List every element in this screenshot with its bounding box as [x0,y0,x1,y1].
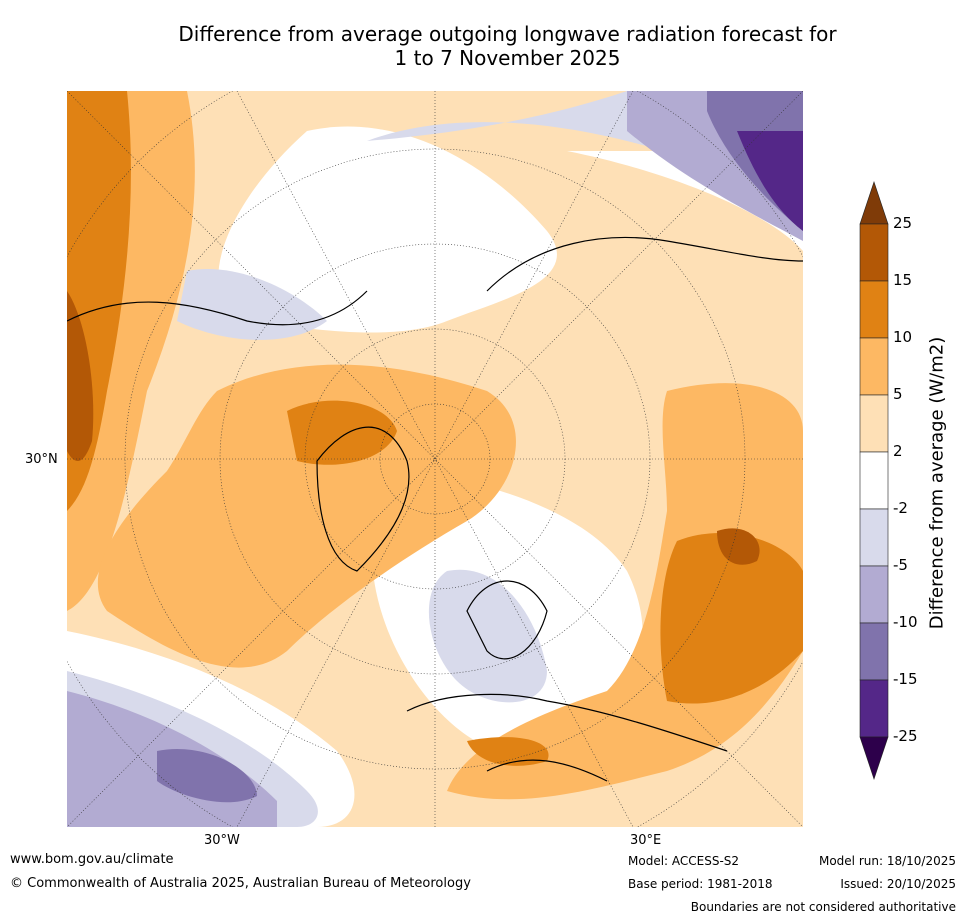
website-link[interactable]: www.bom.gov.au/climate [10,852,174,867]
colorbar-tick-label: -15 [893,670,918,688]
colorbar-level [859,508,889,567]
olr-anomaly-map [67,91,803,827]
positive-anomaly-area [660,532,803,704]
negative-anomaly-area [428,569,547,703]
model-run: Model run: 18/10/2025 [818,854,956,868]
colorbar-tick-label: -10 [893,613,918,631]
colorbar-level [859,394,889,453]
colorbar-level [859,565,889,624]
neutral-area [218,126,557,333]
model-name: Model: ACCESS-S2 [628,854,740,868]
colorbar-tick-label: 5 [893,385,903,403]
colorbar-level [859,622,889,681]
coastlines [67,236,803,782]
negative-anomaly-area [177,269,327,340]
colorbar-title: Difference from average (W/m2) [926,336,948,630]
positive-anomaly-area [97,364,516,668]
positive-anomaly-area [287,400,397,465]
colorbar-level [859,280,889,339]
chart-title: Difference from average outgoing longwav… [0,22,965,70]
colorbar-level [859,451,889,510]
colorbar-level [859,223,889,282]
positive-anomaly-area [467,737,549,766]
title-line-2: 1 to 7 November 2025 [394,46,621,70]
negative-anomaly-area [157,749,257,803]
colorbar-tick-label: 10 [893,328,913,346]
title-line-1: Difference from average outgoing longwav… [178,22,837,46]
colorbar-level [859,337,889,396]
lon-label-30w: 30°W [204,833,240,848]
colorbar [859,181,889,780]
disclaimer: Boundaries are not considered authoritat… [690,900,956,914]
lon-label-30e: 30°E [630,833,662,848]
colorbar-level [859,181,889,225]
positive-anomaly-area [717,528,760,565]
issued-date: Issued: 20/10/2025 [840,877,956,891]
copyright: © Commonwealth of Australia 2025, Austra… [10,876,471,891]
colorbar-tick-label: -2 [893,499,908,517]
base-period: Base period: 1981-2018 [628,877,773,891]
colorbar-level [859,679,889,738]
colorbar-tick-label: 15 [893,271,913,289]
colorbar-level [859,736,889,780]
negative-anomaly-area [737,131,803,231]
colorbar-tick-label: -5 [893,556,908,574]
positive-anomaly-area [67,291,94,461]
colorbar-tick-label: -25 [893,727,918,745]
lat-label-30n: 30°N [25,452,58,467]
colorbar-tick-label: 25 [893,214,913,232]
colorbar-tick-label: 2 [893,442,903,460]
